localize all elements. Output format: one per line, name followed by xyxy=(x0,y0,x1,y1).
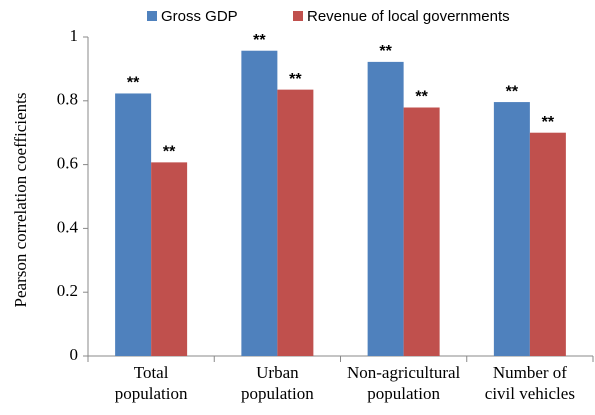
x-tick-label: population xyxy=(115,384,188,403)
x-tick-label: civil vehicles xyxy=(485,384,575,403)
significance-label: ** xyxy=(289,71,302,88)
x-tick-label: Urban xyxy=(256,363,299,382)
bar xyxy=(277,89,314,356)
significance-label: ** xyxy=(506,83,519,100)
x-tick-label: Non-agricultural xyxy=(347,363,461,382)
legend-swatch xyxy=(293,11,303,21)
y-tick-label: 1 xyxy=(70,26,79,45)
bar xyxy=(529,132,566,356)
significance-label: ** xyxy=(542,114,555,131)
bar xyxy=(241,50,278,356)
legend-swatch xyxy=(147,11,157,21)
significance-label: ** xyxy=(415,89,428,106)
x-tick-label: Number of xyxy=(493,363,567,382)
legend-label: Gross GDP xyxy=(161,8,238,25)
bar xyxy=(151,162,188,356)
y-tick-label: 0.8 xyxy=(57,90,78,109)
y-tick-label: 0.2 xyxy=(57,281,78,300)
bar xyxy=(403,107,440,357)
x-tick-label: population xyxy=(241,384,314,403)
y-tick-label: 0.6 xyxy=(57,154,78,173)
y-axis-title: Pearson correlation coefficients xyxy=(11,93,30,308)
bar xyxy=(493,102,530,357)
significance-label: ** xyxy=(379,43,392,60)
significance-label: ** xyxy=(253,32,266,49)
x-tick-label: population xyxy=(367,384,440,403)
legend-label: Revenue of local governments xyxy=(307,8,510,25)
significance-label: ** xyxy=(163,144,176,161)
significance-label: ** xyxy=(127,75,140,92)
y-tick-label: 0.4 xyxy=(57,217,79,236)
x-tick-label: Total xyxy=(134,363,169,382)
bar xyxy=(115,93,152,356)
bar xyxy=(367,61,404,357)
y-tick-label: 0 xyxy=(70,345,79,364)
